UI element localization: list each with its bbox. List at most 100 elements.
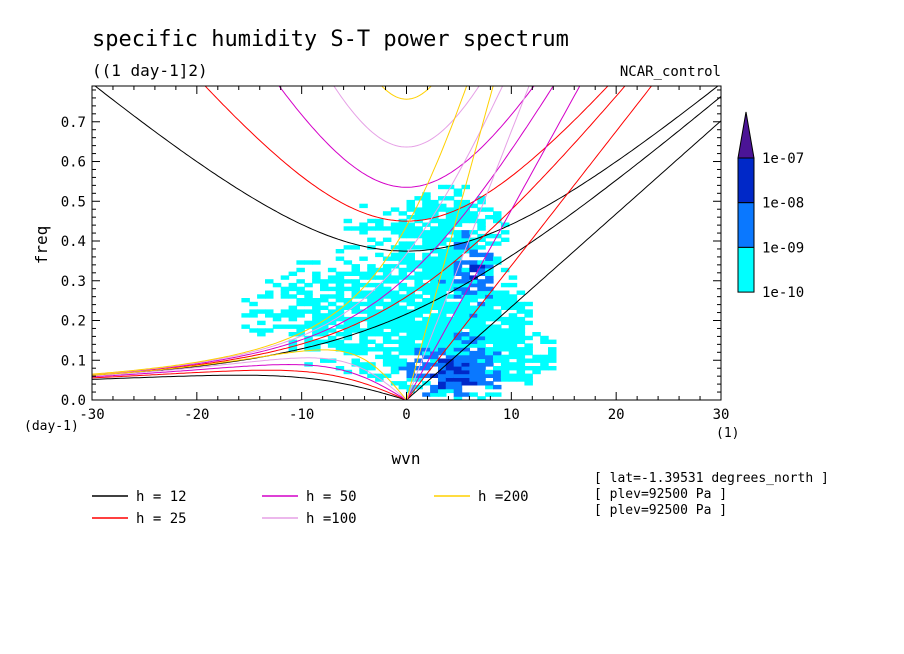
spectrum-cell — [438, 381, 447, 386]
spectrum-cell — [477, 233, 486, 239]
spectrum-cell — [335, 347, 345, 352]
spectrum-cell — [422, 199, 431, 205]
spectrum-cell — [257, 328, 266, 333]
spectrum-cell — [422, 222, 431, 227]
spectrum-cell — [493, 241, 502, 246]
spectrum-cell — [304, 320, 313, 326]
case-name: NCAR_control — [620, 64, 721, 80]
spectrum-cell — [477, 362, 486, 367]
spectrum-cell — [335, 294, 345, 299]
spectrum-cell — [469, 369, 478, 375]
mrg-curve — [92, 96, 721, 377]
spectrum-cell — [265, 313, 274, 318]
spectrum-cell — [241, 324, 250, 329]
spectrum-cell — [430, 392, 439, 397]
spectrum-cell — [461, 305, 470, 310]
spectrum-cell — [508, 324, 518, 329]
spectrum-cell — [406, 316, 415, 322]
spectrum-cell — [461, 218, 470, 224]
spectrum-cell — [359, 366, 368, 371]
colorbar-label: 1e-08 — [762, 196, 804, 212]
spectrum-cell — [382, 373, 392, 378]
spectrum-cell — [257, 320, 266, 326]
spectrum-cell — [453, 260, 463, 265]
spectrum-cell — [493, 256, 502, 261]
spectrum-cell — [367, 271, 376, 276]
spectrum-cell — [477, 245, 486, 250]
spectrum-cell — [508, 316, 518, 322]
spectrum-cell — [461, 241, 470, 246]
y-tick-label: 0.3 — [61, 274, 86, 290]
spectrum-cell — [540, 358, 549, 363]
spectrum-cell — [422, 196, 431, 201]
spectrum-cell — [493, 373, 502, 378]
spectrum-cell — [406, 388, 415, 394]
spectrum-cell — [516, 316, 526, 322]
spectrum-cell — [406, 203, 415, 209]
spectrum-cell — [406, 286, 415, 292]
spectrum-cell — [343, 260, 353, 265]
spectrum-cell — [422, 275, 431, 280]
spectrum-cell — [390, 275, 400, 280]
spectrum-cell — [438, 226, 447, 231]
spectrum-cell — [477, 286, 486, 292]
spectrum-cell — [320, 316, 329, 322]
spectrum-cell — [461, 339, 470, 344]
spectrum-cell — [320, 282, 329, 288]
spectrum-cell — [375, 252, 384, 258]
spectrum-cell — [406, 362, 415, 367]
spectrum-cell — [422, 335, 431, 341]
mrg-curve — [92, 86, 504, 375]
spectrum-cell — [351, 294, 360, 299]
spectrum-cell — [500, 320, 510, 326]
gravity-curve — [94, 86, 719, 252]
spectrum-cell — [375, 241, 384, 246]
spectrum-cell — [422, 309, 431, 314]
spectrum-cell — [422, 298, 431, 303]
spectrum-cell — [508, 320, 518, 326]
spectrum-cell — [327, 301, 337, 307]
spectrum-cell — [438, 392, 447, 397]
spectrum-cell — [241, 298, 250, 303]
spectrum-cell — [485, 384, 494, 390]
spectrum-cell — [469, 305, 478, 310]
spectrum-cell — [367, 324, 376, 329]
spectrum-cell — [382, 271, 392, 276]
spectrum-cell — [312, 298, 321, 303]
spectrum-cell — [453, 286, 463, 292]
spectrum-cell — [414, 343, 423, 348]
spectrum-cell — [422, 328, 431, 333]
spectrum-cell — [382, 301, 392, 307]
spectrum-cell — [390, 366, 400, 371]
spectrum-cell — [375, 267, 384, 273]
spectrum-cell — [327, 286, 337, 292]
spectrum-cell — [288, 286, 298, 292]
x-tick-label: 10 — [503, 407, 520, 423]
spectrum-cell — [406, 294, 415, 299]
spectrum-cell — [343, 328, 353, 333]
spectrum-cell — [453, 320, 463, 326]
spectrum-cell — [422, 252, 431, 258]
spectrum-cell — [343, 245, 353, 250]
spectrum-cell — [367, 316, 376, 322]
spectrum-cell — [430, 339, 439, 344]
spectrum-cell — [359, 362, 368, 367]
spectrum-cell — [414, 373, 423, 378]
colorbar-box — [737, 246, 755, 293]
spectrum-cell — [485, 373, 494, 378]
spectrum-cell — [398, 343, 408, 348]
spectrum-cell — [485, 350, 494, 356]
spectrum-cell — [500, 354, 510, 360]
spectrum-cell — [351, 286, 360, 292]
spectrum-cell — [272, 313, 282, 318]
spectrum-cell — [335, 309, 345, 314]
spectrum-cell — [453, 316, 463, 322]
spectrum-cell — [485, 256, 494, 261]
spectrum-cell — [445, 369, 455, 375]
spectrum-cell — [438, 301, 447, 307]
spectrum-cell — [398, 267, 408, 273]
rossby-curve — [92, 369, 407, 400]
spectrum-cell — [414, 211, 423, 216]
spectrum-cell — [500, 222, 510, 227]
spectrum-cell — [438, 256, 447, 261]
